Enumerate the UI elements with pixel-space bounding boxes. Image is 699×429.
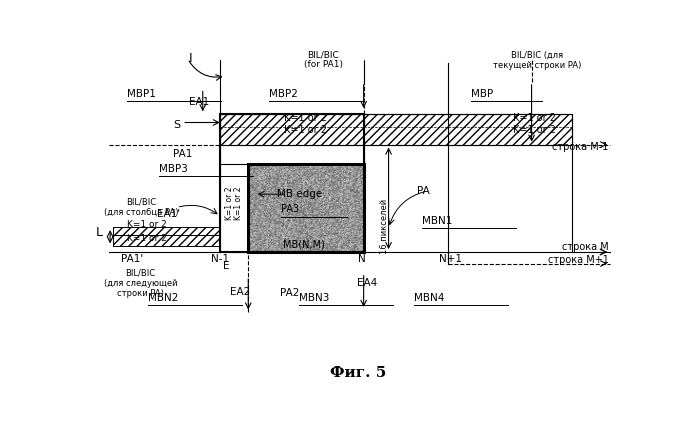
Text: K=1 or 2: K=1 or 2 (127, 220, 167, 229)
Text: N+1: N+1 (440, 254, 463, 264)
Text: S: S (173, 120, 180, 130)
Bar (220, 114, 363, 252)
Bar (248, 164, 363, 252)
Text: EA4: EA4 (356, 278, 377, 288)
Text: строка M: строка M (562, 242, 609, 252)
Text: BIL/BIC (для
текущей строки PA): BIL/BIC (для текущей строки PA) (493, 51, 581, 70)
Text: I: I (189, 52, 192, 65)
Text: EA1': EA1' (157, 209, 180, 219)
Text: K=1 or 2: K=1 or 2 (225, 187, 234, 220)
Text: строка M+1: строка M+1 (547, 254, 609, 265)
Text: L: L (96, 226, 103, 239)
Bar (220, 164, 248, 252)
Text: строка M-1: строка M-1 (552, 142, 609, 152)
Text: MB(N,M): MB(N,M) (283, 240, 325, 250)
Bar (220, 164, 248, 252)
Text: K=1 or 2: K=1 or 2 (284, 112, 326, 123)
Text: N: N (359, 254, 366, 264)
Text: PA1': PA1' (121, 254, 143, 264)
Text: BIL/BIC
(for PA1): BIL/BIC (for PA1) (303, 50, 343, 69)
Text: K=1 or 2: K=1 or 2 (284, 125, 326, 135)
Text: EA1: EA1 (189, 97, 210, 107)
Text: MBN2: MBN2 (148, 293, 178, 302)
Text: PA1: PA1 (173, 149, 192, 159)
Bar (113, 235, 220, 246)
Text: K=1 or 2: K=1 or 2 (513, 125, 556, 135)
Bar (113, 227, 220, 235)
Text: PA2: PA2 (280, 288, 299, 298)
Text: MB edge: MB edge (277, 189, 322, 199)
Text: K=1 or 2: K=1 or 2 (127, 234, 167, 243)
Text: N-1: N-1 (211, 254, 229, 264)
Text: BIL/BIC
(для столбца PA): BIL/BIC (для столбца PA) (103, 197, 178, 217)
Text: MBP2: MBP2 (269, 89, 298, 99)
Text: MBN4: MBN4 (414, 293, 445, 302)
Bar (248, 164, 363, 252)
Text: MBN1: MBN1 (422, 216, 452, 226)
Text: K=1 or 2: K=1 or 2 (234, 187, 243, 220)
Text: 16 пикселей: 16 пикселей (380, 199, 389, 254)
Text: EA2: EA2 (230, 287, 250, 297)
Bar (220, 114, 572, 145)
Text: PA3: PA3 (281, 204, 299, 214)
Text: K=1 or 2: K=1 or 2 (513, 112, 556, 123)
Text: MBP3: MBP3 (159, 164, 188, 174)
Text: E: E (223, 260, 229, 271)
Text: MBP1: MBP1 (127, 89, 156, 99)
Text: PA: PA (417, 186, 429, 196)
Text: MBP: MBP (471, 89, 493, 99)
Text: Фиг. 5: Фиг. 5 (330, 366, 387, 380)
Text: MBN3: MBN3 (298, 293, 329, 302)
Text: BIL/BIC
(для следующей
строки PA): BIL/BIC (для следующей строки PA) (103, 269, 177, 298)
